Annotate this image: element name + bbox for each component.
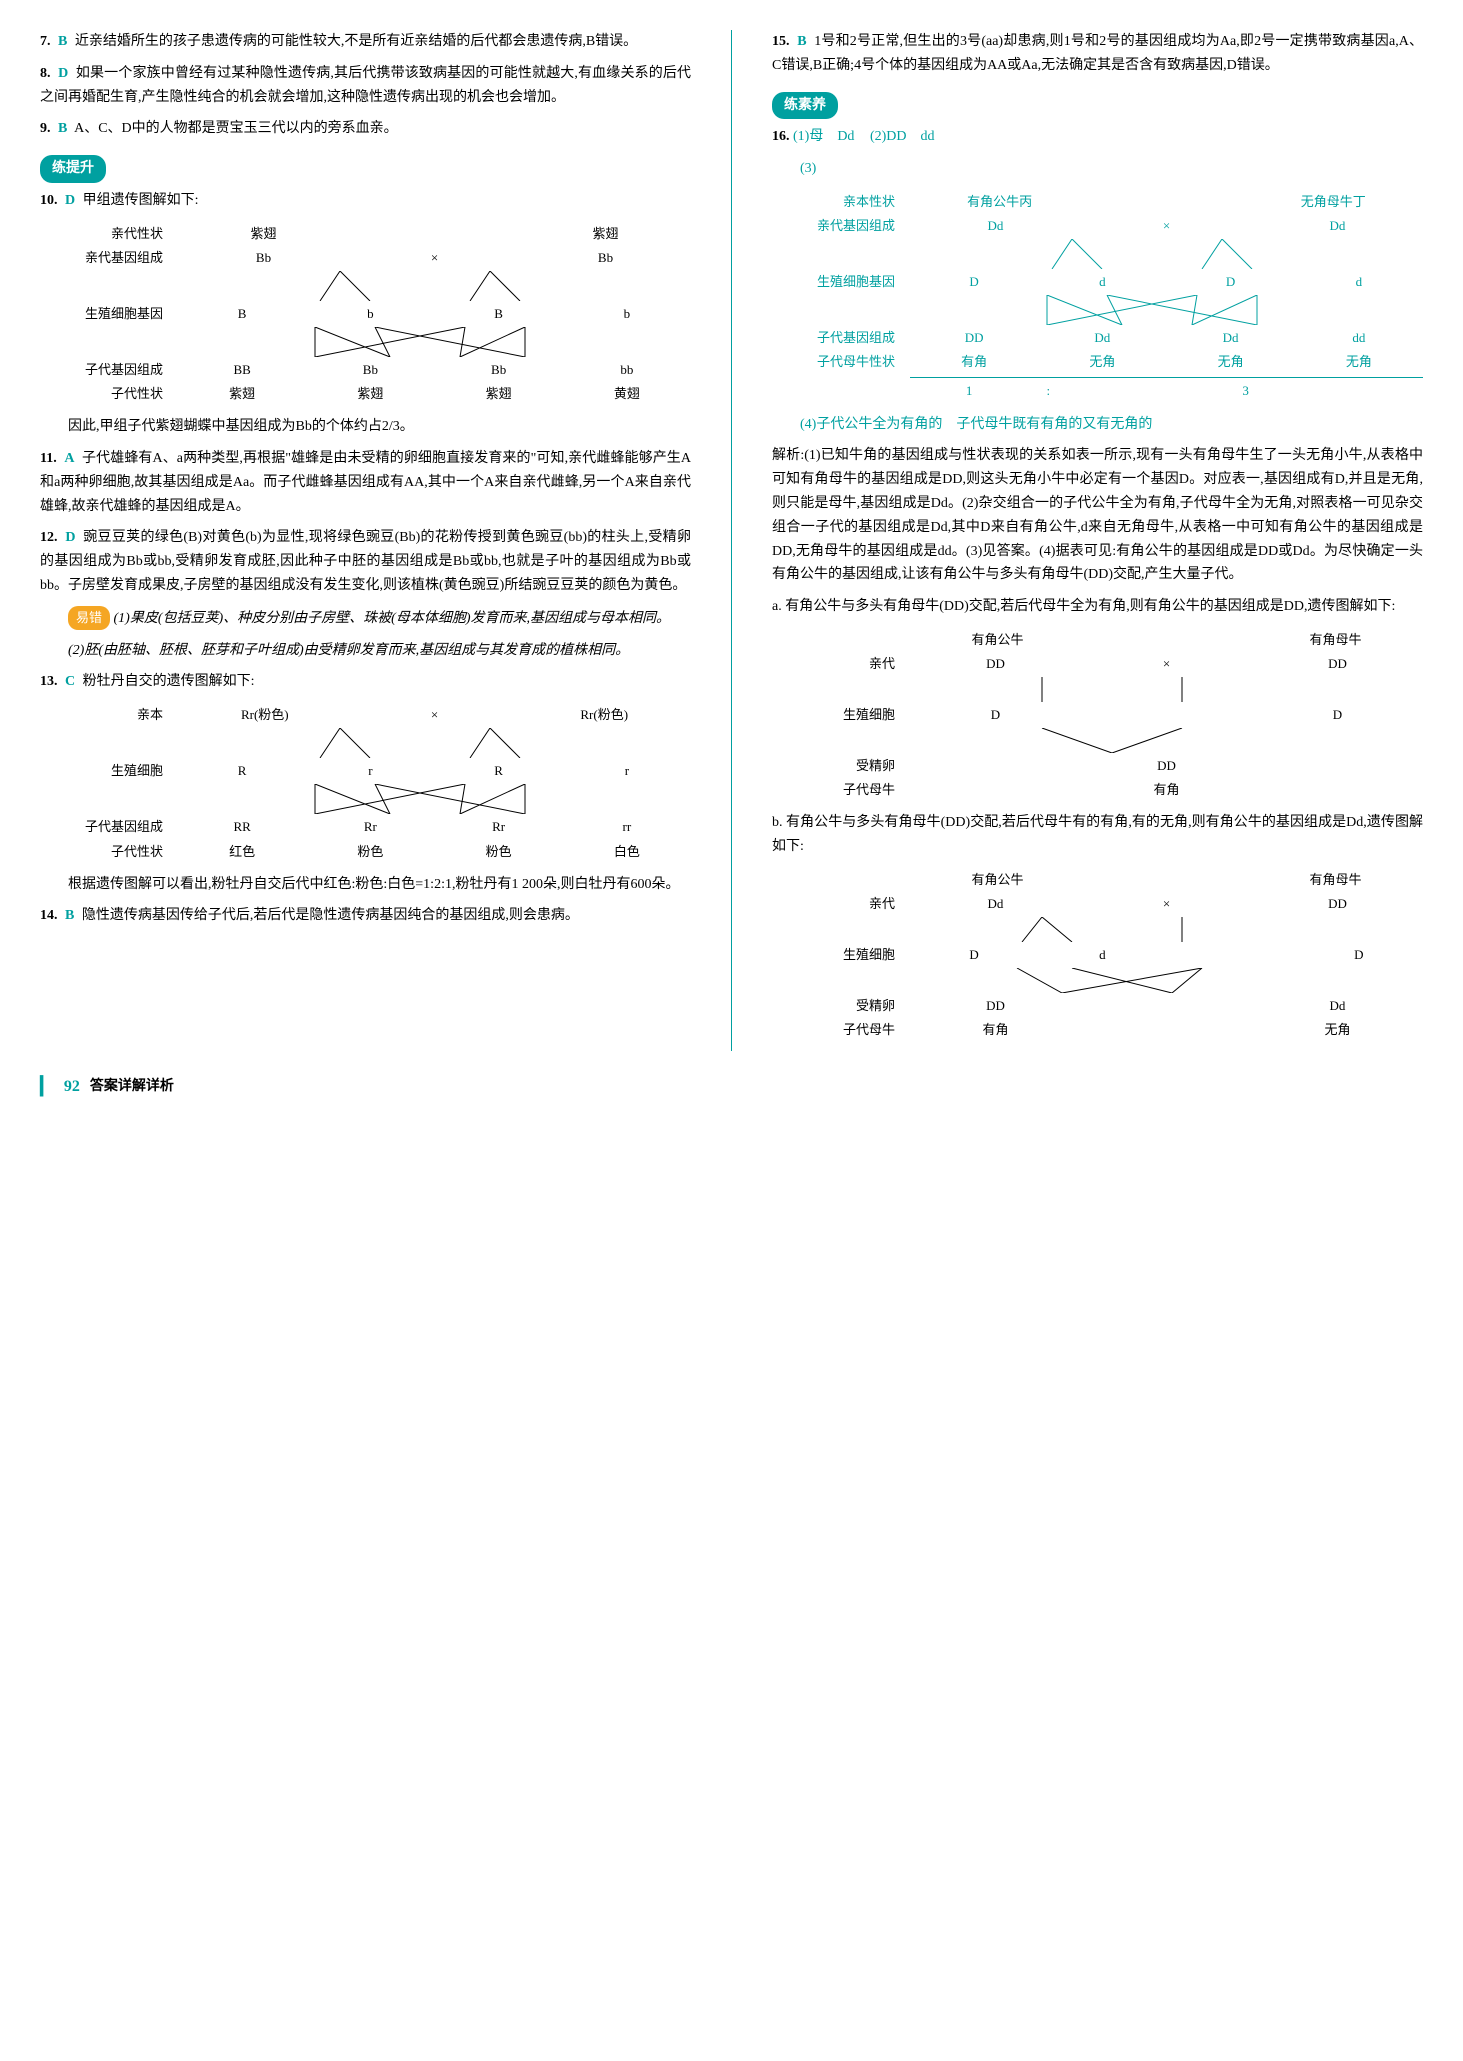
q-num: 15. xyxy=(772,34,790,49)
q-text: 隐性遗传病基因传给子代后,若后代是隐性遗传病基因纯合的基因组成,则会患病。 xyxy=(82,908,579,923)
case-a: a. 有角公牛与多头有角母牛(DD)交配,若后代母牛全为有角,则有角公牛的基因组… xyxy=(772,595,1423,619)
q-text: 如果一个家族中曾经有过某种隐性遗传病,其后代携带该致病基因的可能性就越大,有血缘… xyxy=(40,66,691,105)
q9: 9. B A、C、D中的人物都是贾宝玉三代以内的旁系血亲。 xyxy=(40,117,691,141)
cross-lines xyxy=(962,917,1262,942)
section-badge: 练素养 xyxy=(772,92,838,120)
q16-a4: (4)子代公牛全为有角的 子代母牛既有有角的又有无角的 xyxy=(772,413,1423,437)
case-b: b. 有角公牛与多头有角母牛(DD)交配,若后代母牛有的有角,有的无角,则有角公… xyxy=(772,811,1423,859)
q8: 8. D 如果一个家族中曾经有过某种隐性遗传病,其后代携带该致病基因的可能性就越… xyxy=(40,62,691,110)
footer-bracket-icon: ▎ xyxy=(40,1071,54,1102)
q13: 13. C 粉牡丹自交的遗传图解如下: xyxy=(40,670,691,694)
answer: D xyxy=(65,530,75,545)
cross-lines xyxy=(190,271,570,301)
q-text: 子代雄蜂有A、a两种类型,再根据"雄蜂是由未受精的卵细胞直接发育来的"可知,亲代… xyxy=(40,451,691,514)
q-num: 10. xyxy=(40,193,58,208)
q14: 14. B 隐性遗传病基因传给子代后,若后代是隐性遗传病基因纯合的基因组成,则会… xyxy=(40,904,691,928)
error-badge: 易错 xyxy=(68,606,110,630)
q-text: 1号和2号正常,但生出的3号(aa)却患病,则1号和2号的基因组成均为Aa,即2… xyxy=(772,34,1423,73)
q-text: 粉牡丹自交的遗传图解如下: xyxy=(83,674,255,689)
q15: 15. B 1号和2号正常,但生出的3号(aa)却患病,则1号和2号的基因组成均… xyxy=(772,30,1423,78)
page-number: 92 xyxy=(64,1073,80,1100)
genetics-diagram-16: 亲本性状 有角公牛丙 无角母牛丁 亲代基因组成 Dd × Dd xyxy=(772,191,1423,403)
right-column: 15. B 1号和2号正常,但生出的3号(aa)却患病,则1号和2号的基因组成均… xyxy=(772,30,1423,1051)
cross-lines xyxy=(922,239,1302,269)
q-num: 12. xyxy=(40,530,58,545)
answer: B xyxy=(58,121,67,136)
q12-note2: (2)胚(由胚轴、胚根、胚芽和子叶组成)由受精卵发育而来,基因组成与其发育成的植… xyxy=(40,639,691,663)
q-num: 9. xyxy=(40,121,51,136)
q13-cont: 根据遗传图解可以看出,粉牡丹自交后代中红色:粉色:白色=1:2:1,粉牡丹有1 … xyxy=(40,873,691,897)
genetics-diagram-13: 亲本 Rr(粉色) × Rr(粉色) 生殖细胞 R r R r xyxy=(40,704,691,862)
cross-lines xyxy=(190,327,570,357)
q-num: 14. xyxy=(40,908,58,923)
q-num: 13. xyxy=(40,674,58,689)
section-badge: 练提升 xyxy=(40,155,106,183)
q-text: 近亲结婚所生的孩子患遗传病的可能性较大,不是所有近亲结婚的后代都会患遗传病,B错… xyxy=(75,34,637,49)
cross-lines xyxy=(922,295,1302,325)
q16-explain: 解析:(1)已知牛角的基因组成与性状表现的关系如表一所示,现有一头有角母牛生了一… xyxy=(772,444,1423,587)
footer-text: 答案详解详析 xyxy=(90,1075,174,1099)
left-column: 7. B 近亲结婚所生的孩子患遗传病的可能性较大,不是所有近亲结婚的后代都会患遗… xyxy=(40,30,691,1051)
q-num: 8. xyxy=(40,66,51,81)
q10-cont: 因此,甲组子代紫翅蝴蝶中基因组成为Bb的个体约占2/3。 xyxy=(40,415,691,439)
genetics-diagram-10: 亲代性状 紫翅 紫翅 亲代基因组成 Bb × Bb 生殖细胞基因 xyxy=(40,223,691,405)
q10: 10. D 甲组遗传图解如下: xyxy=(40,189,691,213)
answer: D xyxy=(58,66,68,81)
genetics-diagram-b: 有角公牛 有角母牛 亲代 Dd × DD 生殖细胞 D d xyxy=(772,869,1423,1041)
page-footer: ▎ 92 答案详解详析 xyxy=(40,1071,1423,1102)
q-text: 豌豆豆荚的绿色(B)对黄色(b)为显性,现将绿色豌豆(Bb)的花粉传授到黄色豌豆… xyxy=(40,530,691,593)
answer: D xyxy=(65,193,75,208)
cross-lines xyxy=(190,784,570,814)
q-num: 11. xyxy=(40,451,57,466)
answer: A xyxy=(64,451,74,466)
q16-a2: (2)DD dd xyxy=(870,129,935,144)
genetics-diagram-a: 有角公牛 有角母牛 亲代 DD × DD 生殖细胞 D D xyxy=(772,629,1423,801)
q-num: 16. xyxy=(772,129,790,144)
q11: 11. A 子代雄蜂有A、a两种类型,再根据"雄蜂是由未受精的卵细胞直接发育来的… xyxy=(40,447,691,518)
q12: 12. D 豌豆豆荚的绿色(B)对黄色(b)为显性,现将绿色豌豆(Bb)的花粉传… xyxy=(40,526,691,597)
q7: 7. B 近亲结婚所生的孩子患遗传病的可能性较大,不是所有近亲结婚的后代都会患遗… xyxy=(40,30,691,54)
q-text: A、C、D中的人物都是贾宝玉三代以内的旁系血亲。 xyxy=(74,121,398,136)
cross-lines xyxy=(962,728,1262,753)
q-text: 甲组遗传图解如下: xyxy=(83,193,199,208)
cross-lines xyxy=(962,968,1262,993)
answer: B xyxy=(65,908,74,923)
answer: C xyxy=(65,674,75,689)
q16: 16. (1)母 Dd (2)DD dd xyxy=(772,125,1423,149)
q12-note: 易错 (1)果皮(包括豆荚)、种皮分别由子房壁、珠被(母本体细胞)发育而来,基因… xyxy=(40,606,691,631)
answer: B xyxy=(58,34,67,49)
q-num: 7. xyxy=(40,34,51,49)
cross-lines xyxy=(962,677,1262,702)
cross-lines xyxy=(190,728,570,758)
column-divider xyxy=(731,30,732,1051)
q16-a3: (3) xyxy=(772,157,1423,181)
answer: B xyxy=(797,34,806,49)
q16-a1: (1)母 Dd xyxy=(793,129,854,144)
